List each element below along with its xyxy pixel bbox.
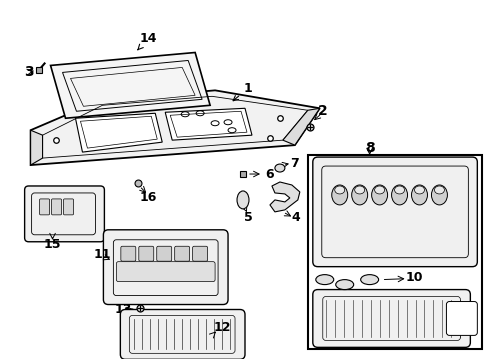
FancyBboxPatch shape: [192, 246, 207, 261]
Polygon shape: [31, 130, 42, 165]
FancyBboxPatch shape: [51, 199, 61, 215]
Ellipse shape: [430, 185, 447, 205]
FancyBboxPatch shape: [116, 262, 215, 282]
Ellipse shape: [334, 186, 344, 194]
Ellipse shape: [237, 191, 248, 209]
Ellipse shape: [374, 186, 384, 194]
Text: 9: 9: [454, 321, 463, 334]
FancyBboxPatch shape: [40, 199, 49, 215]
Ellipse shape: [335, 280, 353, 289]
Bar: [307, 155, 481, 349]
FancyBboxPatch shape: [312, 157, 476, 267]
Text: 6: 6: [265, 167, 274, 180]
Text: 14: 14: [138, 32, 157, 50]
Text: 10: 10: [405, 271, 423, 284]
FancyBboxPatch shape: [446, 302, 476, 336]
Ellipse shape: [354, 186, 364, 194]
Polygon shape: [165, 108, 251, 140]
Text: 16: 16: [139, 192, 157, 204]
Polygon shape: [283, 108, 319, 145]
Text: 1: 1: [233, 82, 252, 101]
Polygon shape: [31, 90, 319, 165]
Text: 4: 4: [291, 211, 300, 224]
Ellipse shape: [371, 185, 387, 205]
Text: 7: 7: [290, 157, 299, 170]
Polygon shape: [50, 53, 210, 118]
Ellipse shape: [274, 164, 285, 172]
Ellipse shape: [433, 186, 444, 194]
FancyBboxPatch shape: [103, 230, 227, 305]
Polygon shape: [75, 113, 162, 152]
FancyBboxPatch shape: [121, 246, 136, 261]
FancyBboxPatch shape: [24, 186, 104, 242]
Text: 8: 8: [364, 141, 374, 155]
Text: 11: 11: [94, 248, 111, 261]
FancyBboxPatch shape: [174, 246, 189, 261]
Text: 3: 3: [24, 66, 33, 80]
Polygon shape: [269, 182, 299, 212]
Ellipse shape: [351, 185, 367, 205]
Ellipse shape: [391, 185, 407, 205]
Ellipse shape: [315, 275, 333, 285]
FancyBboxPatch shape: [120, 310, 244, 359]
FancyBboxPatch shape: [139, 246, 153, 261]
Text: 5: 5: [243, 211, 252, 224]
Text: 12: 12: [213, 321, 230, 334]
Ellipse shape: [360, 275, 378, 285]
Ellipse shape: [414, 186, 424, 194]
Ellipse shape: [394, 186, 404, 194]
Ellipse shape: [411, 185, 427, 205]
Text: 2: 2: [317, 104, 327, 118]
Text: 13: 13: [114, 303, 132, 316]
Text: 15: 15: [44, 238, 61, 251]
Ellipse shape: [331, 185, 347, 205]
FancyBboxPatch shape: [312, 289, 469, 347]
FancyBboxPatch shape: [63, 199, 73, 215]
FancyBboxPatch shape: [157, 246, 171, 261]
